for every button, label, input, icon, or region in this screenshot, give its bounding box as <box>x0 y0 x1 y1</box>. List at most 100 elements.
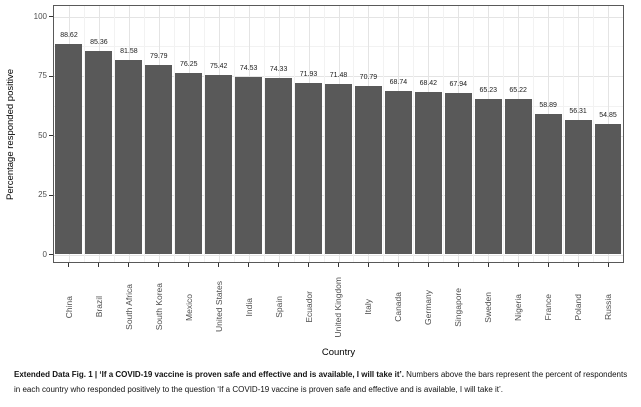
bar-value-label: 65.23 <box>479 87 497 95</box>
bar <box>384 90 412 255</box>
x-category-label-text: Germany <box>423 289 434 325</box>
x-category-label-text: Singapore <box>453 287 464 327</box>
x-axis-tick <box>338 263 339 267</box>
y-axis-tick-label: 50 <box>38 130 47 140</box>
bar-value-label: 67.94 <box>449 80 468 88</box>
x-category-label: Brazil <box>84 269 114 345</box>
x-axis-tick <box>367 263 369 267</box>
bar-value-label: 81.58 <box>120 48 138 56</box>
y-axis-tick <box>49 16 53 17</box>
y-axis-tick <box>49 254 53 255</box>
x-category-label-text: India <box>243 297 254 317</box>
bar-value-label: 71.48 <box>329 72 348 80</box>
x-axis-tick <box>427 263 429 267</box>
x-axis-tick <box>128 263 130 267</box>
gridline-x-minor <box>473 6 475 262</box>
x-category-label-text: Russia <box>603 294 614 320</box>
bar-value-label: 58.89 <box>539 102 557 110</box>
x-axis-tick <box>308 263 310 267</box>
y-axis-tick-label: 75 <box>38 71 47 80</box>
x-axis-tick <box>457 263 459 267</box>
bar-value-label: 70.79 <box>359 74 378 82</box>
caption-bold: Extended Data Fig. 1 | ‘If a COVID-19 va… <box>14 370 404 379</box>
plot-panel: 88.62 85.36 81.58 79.79 76.25 75.42 74.53 74.33… <box>53 5 624 263</box>
x-category-label-text: Canada <box>393 292 404 322</box>
bar-value-label: 54.85 <box>599 111 617 119</box>
x-category-label: South Africa <box>114 269 144 345</box>
gridline-x-minor <box>443 6 445 262</box>
bar <box>55 43 83 255</box>
x-category-label: India <box>234 269 264 345</box>
x-category-label-text: Spain <box>273 296 284 318</box>
x-axis-tick <box>517 263 519 267</box>
y-axis-tick <box>49 75 53 77</box>
y-axis-tick <box>49 194 53 196</box>
bar <box>564 120 592 255</box>
gridline-x-minor <box>203 6 205 262</box>
x-category-label: Italy <box>353 269 383 345</box>
x-category-label: Spain <box>264 269 294 345</box>
x-axis-tick <box>188 263 190 267</box>
bar-value-label: 68.42 <box>419 79 438 87</box>
x-category-label: United States <box>204 269 234 345</box>
x-category-label-text: Nigeria <box>513 293 524 321</box>
x-category-label: South Korea <box>144 269 174 345</box>
x-category-label: Germany <box>413 269 443 345</box>
y-axis-title-text: Percentage responded positive <box>4 68 16 200</box>
x-category-label: Sweden <box>473 269 503 345</box>
x-category-label: Canada <box>383 269 413 345</box>
x-category-label: Singapore <box>443 269 473 345</box>
bar <box>115 60 143 255</box>
bar <box>474 99 502 255</box>
bar <box>444 92 472 255</box>
x-category-label-text: Mexico <box>183 293 194 321</box>
gridline-x-minor <box>593 6 595 262</box>
x-category-label: Poland <box>563 269 593 345</box>
x-category-label: Mexico <box>174 269 204 345</box>
gridline-x-minor <box>173 6 175 262</box>
bar-value-label: 74.33 <box>269 65 288 73</box>
x-axis-tick <box>248 263 250 267</box>
bar-value-label: 68.74 <box>389 78 408 86</box>
y-axis-tick-label: 100 <box>33 11 47 21</box>
gridline-x-minor <box>143 6 145 262</box>
bar <box>295 83 322 255</box>
x-category-label: Ecuador <box>294 269 324 345</box>
bar <box>354 86 382 255</box>
bar <box>414 91 442 255</box>
bar <box>594 123 622 255</box>
x-category-label: France <box>533 269 563 345</box>
gridline-x-minor <box>413 6 415 262</box>
bar <box>235 77 263 255</box>
gridline-x-minor <box>563 6 565 262</box>
x-axis-tick <box>278 263 280 267</box>
x-axis-tick <box>218 263 220 267</box>
gridline-x-minor <box>353 6 355 262</box>
bar <box>504 99 532 255</box>
x-category-label-text: Sweden <box>483 291 494 323</box>
x-axis-tick <box>547 263 549 267</box>
x-axis-tick <box>487 263 489 267</box>
gridline-x-minor <box>323 6 325 262</box>
x-category-label-text: Brazil <box>93 296 104 318</box>
gridline-x-minor <box>533 6 535 262</box>
x-axis-tick <box>397 263 399 267</box>
bar <box>534 114 562 255</box>
bar-value-label: 76.25 <box>179 61 198 69</box>
x-axis-tick <box>98 263 100 267</box>
x-axis-tick <box>158 263 160 267</box>
gridline-x-minor <box>383 6 385 262</box>
y-axis-title: Percentage responded positive <box>2 5 18 263</box>
figure-caption: Extended Data Fig. 1 | ‘If a COVID-19 va… <box>14 368 629 397</box>
gridline-x-minor <box>503 6 505 262</box>
x-category-label: United Kingdom <box>324 269 354 345</box>
bar-value-label: 88.62 <box>60 31 78 39</box>
x-axis-title: Country <box>321 347 356 358</box>
gridline-x-minor <box>113 6 115 262</box>
bar-value-label: 65.22 <box>509 87 527 95</box>
y-axis-tick <box>49 135 53 136</box>
x-category-label-text: South Africa <box>123 284 134 330</box>
bar-value-label: 56.31 <box>569 108 587 116</box>
bar-value-label: 85.36 <box>90 39 108 47</box>
